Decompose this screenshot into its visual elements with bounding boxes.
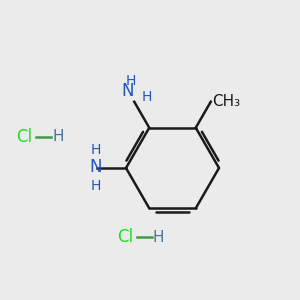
Text: N: N (90, 158, 102, 175)
Text: H: H (153, 230, 164, 244)
Text: H: H (52, 129, 64, 144)
Text: H: H (91, 179, 101, 194)
Text: H: H (142, 90, 152, 104)
Text: Cl: Cl (16, 128, 33, 146)
Text: Cl: Cl (117, 228, 133, 246)
Text: H: H (91, 142, 101, 157)
Text: N: N (122, 82, 134, 100)
Text: CH₃: CH₃ (212, 94, 240, 109)
Text: H: H (126, 74, 136, 88)
